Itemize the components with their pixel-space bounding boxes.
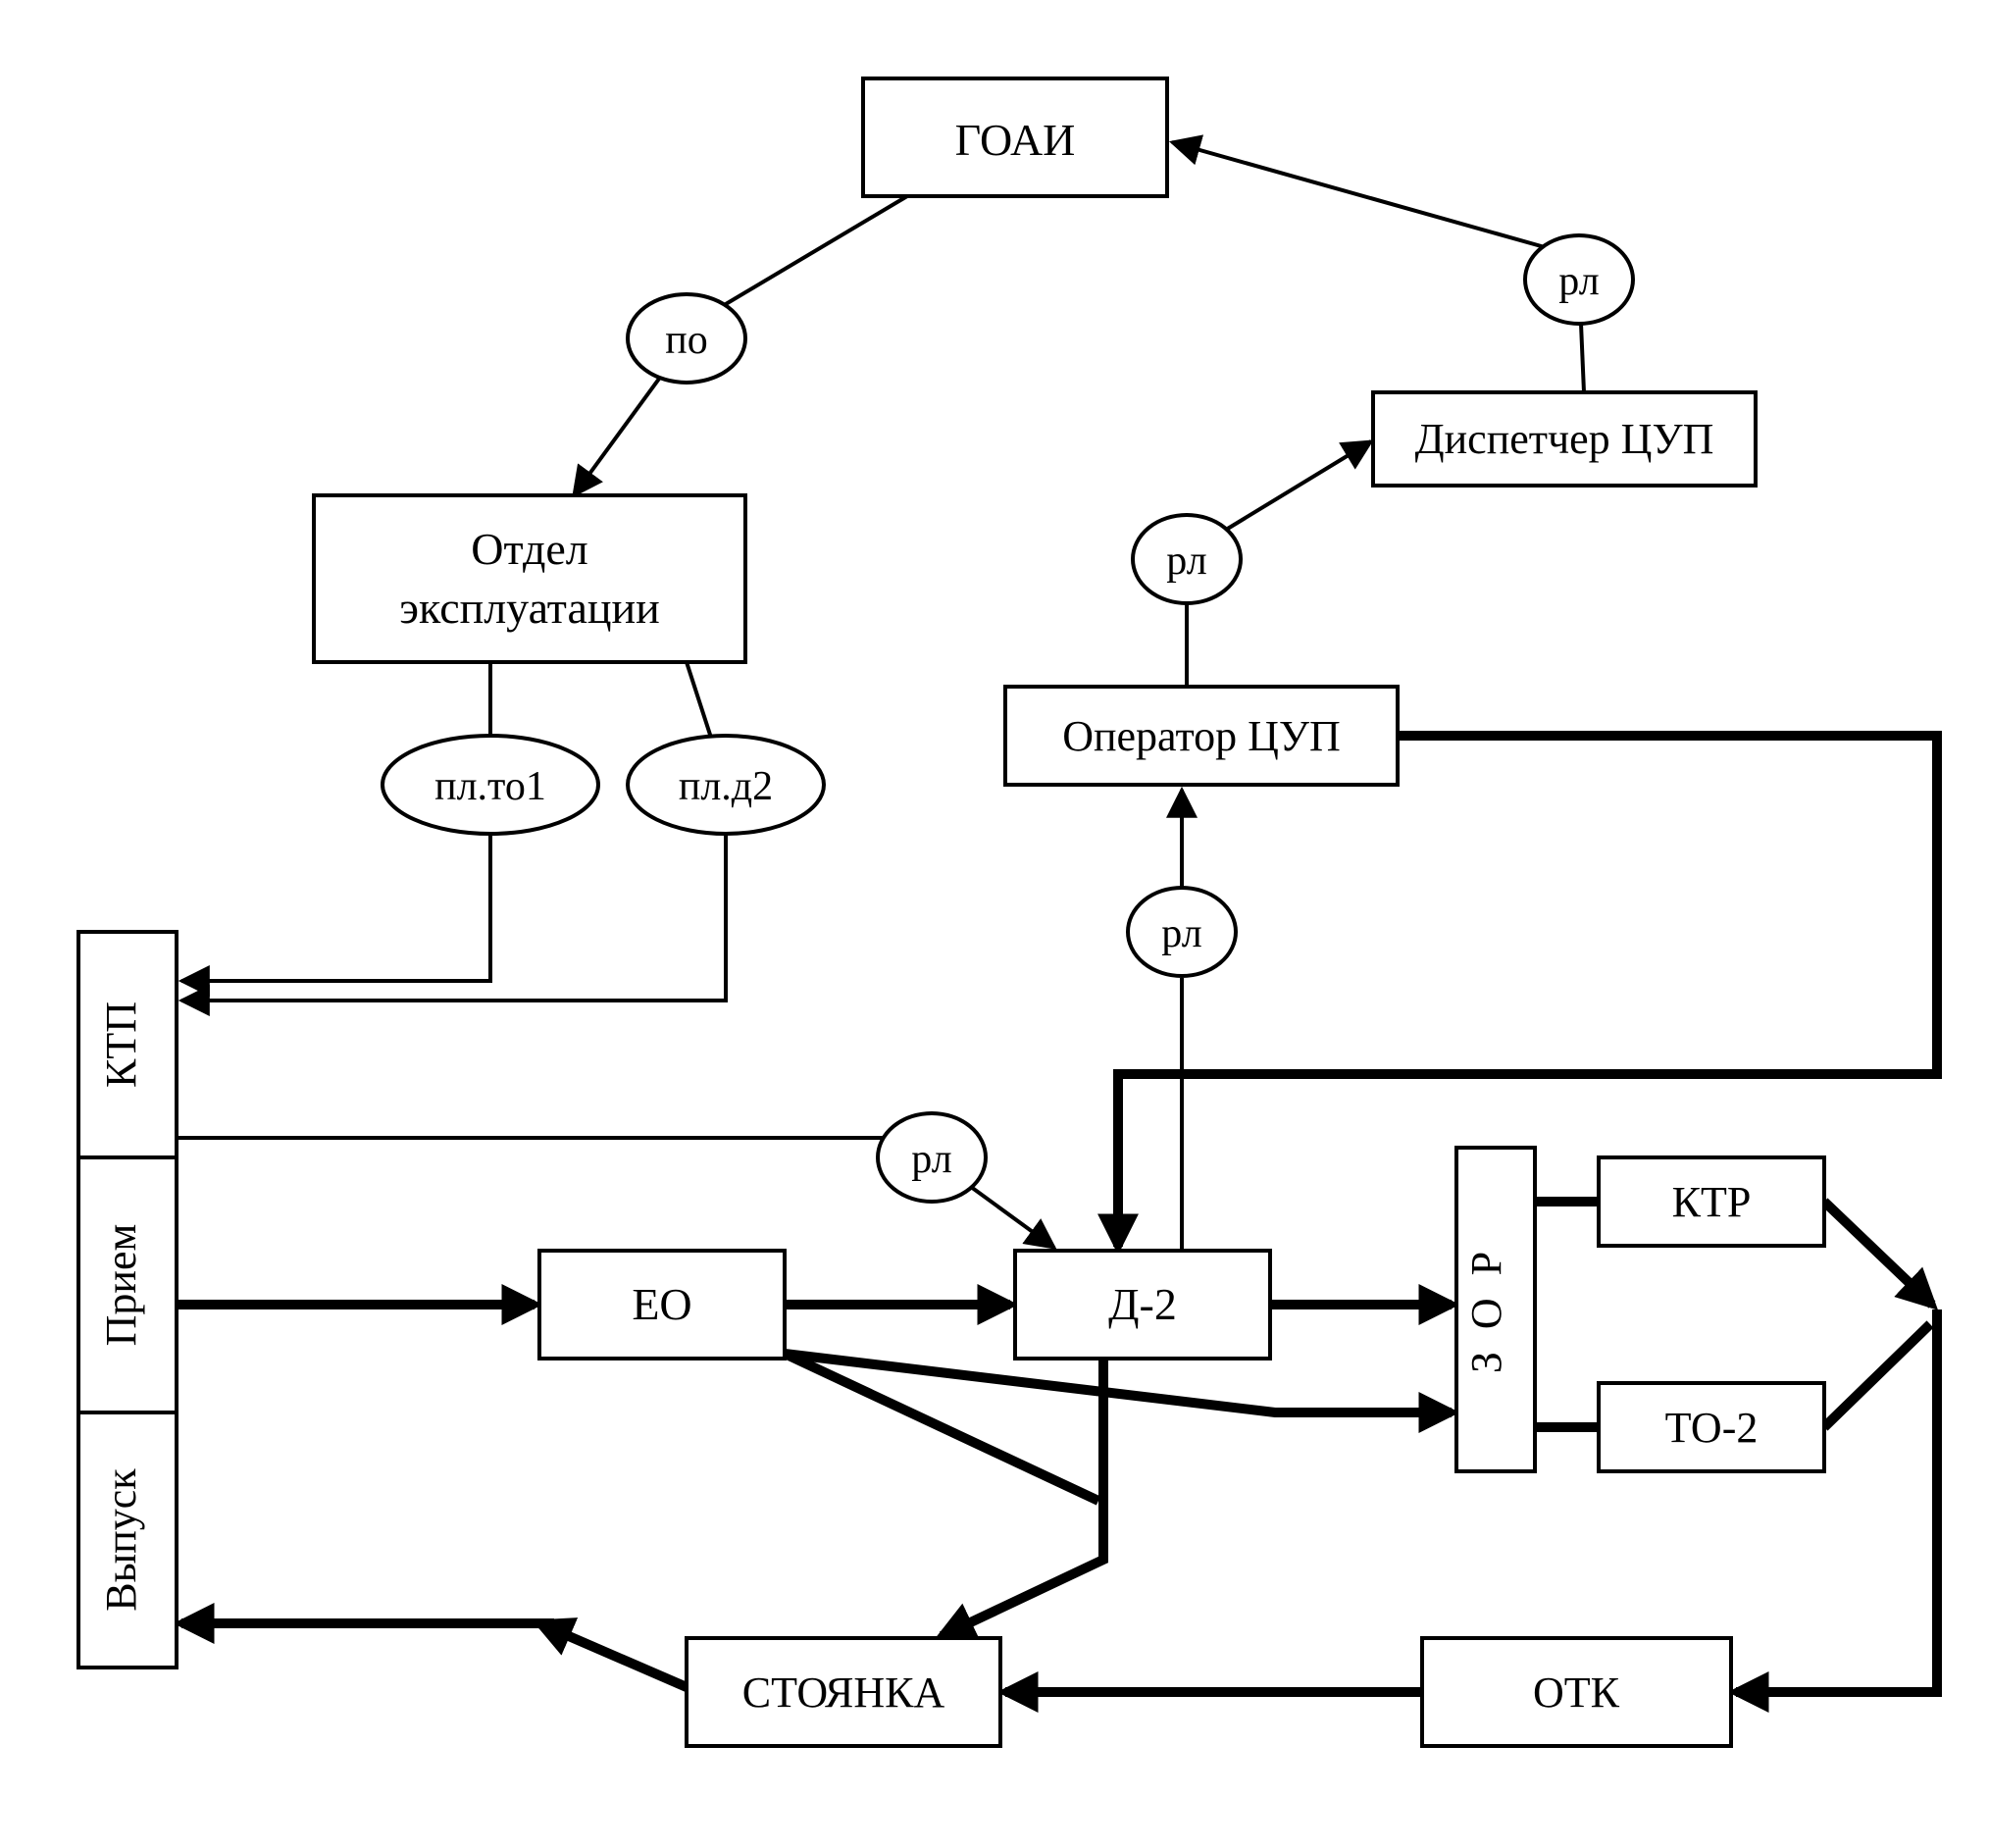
node-priem: Прием (78, 1157, 177, 1412)
node-d2: Д-2 (1015, 1251, 1270, 1359)
label-ktp: КТП (97, 1001, 145, 1088)
node-rl-top: рл (1525, 235, 1633, 324)
label-rl-top: рл (1558, 259, 1599, 304)
edge-merge-otk (1736, 1309, 1937, 1692)
node-pld2: пл.д2 (628, 736, 824, 834)
label-ktr: КТР (1672, 1178, 1752, 1226)
label-stoyanka: СТОЯНКА (742, 1668, 945, 1717)
node-zor: З О Р (1456, 1148, 1535, 1471)
edge-pld2-ktp (181, 834, 726, 1001)
label-otdel-2: эксплуатации (399, 583, 660, 633)
label-vypusk: Выпуск (97, 1468, 145, 1612)
label-to2: ТО-2 (1665, 1404, 1759, 1452)
node-disp: Диспетчер ЦУП (1373, 392, 1756, 486)
edge-stoyanka-vypusk-1 (539, 1623, 687, 1687)
node-goai: ГОАИ (863, 78, 1167, 196)
node-operator: Оператор ЦУП (1005, 687, 1398, 785)
label-rl-low: рл (1161, 911, 1201, 956)
edge-d2-stoyanka (942, 1359, 1103, 1636)
label-rl-mid: рл (1166, 539, 1206, 584)
node-ktr: КТР (1599, 1157, 1824, 1246)
edge-rl-disp (1226, 441, 1371, 530)
label-rl-left: рл (911, 1137, 951, 1182)
edge-rlleft-d2 (971, 1187, 1054, 1248)
edge-rl-goai (1172, 142, 1545, 247)
node-rl-left: рл (878, 1113, 986, 1202)
label-goai: ГОАИ (955, 115, 1076, 165)
label-po: по (665, 318, 707, 363)
label-zor: З О Р (1462, 1246, 1510, 1373)
label-pld2: пл.д2 (679, 764, 773, 809)
node-otdel: Отдел эксплуатации (314, 495, 745, 662)
node-to2: ТО-2 (1599, 1383, 1824, 1471)
label-eo: ЕО (632, 1279, 691, 1329)
label-d2: Д-2 (1108, 1279, 1177, 1329)
label-operator: Оператор ЦУП (1062, 712, 1341, 760)
node-otk: ОТК (1422, 1638, 1731, 1746)
edge-goai-po (726, 196, 907, 304)
node-rl-mid: рл (1133, 515, 1241, 603)
edge-ktr-merge (1824, 1202, 1932, 1305)
node-eo: ЕО (539, 1251, 785, 1359)
label-plto1: пл.то1 (434, 764, 546, 809)
node-vypusk: Выпуск (78, 1412, 177, 1668)
nodes: ГОАИ по рл Диспетчер ЦУП Отдел эксплуата… (78, 78, 1824, 1746)
edge-disp-rl (1581, 324, 1584, 392)
edge-otdel-pld2 (687, 662, 711, 738)
node-plto1: пл.то1 (382, 736, 598, 834)
label-priem: Прием (97, 1224, 145, 1347)
node-rl-low: рл (1128, 888, 1236, 976)
edge-plto1-ktp (181, 834, 490, 981)
label-otk: ОТК (1533, 1668, 1620, 1717)
node-ktp: КТП (78, 932, 177, 1157)
node-po: по (628, 294, 745, 383)
label-otdel-1: Отдел (471, 524, 588, 574)
edge-to2-merge (1824, 1324, 1930, 1427)
node-stoyanka: СТОЯНКА (687, 1638, 1000, 1746)
flowchart: ГОАИ по рл Диспетчер ЦУП Отдел эксплуата… (0, 0, 1989, 1848)
edge-po-otdel (574, 375, 662, 495)
label-disp: Диспетчер ЦУП (1415, 415, 1714, 463)
